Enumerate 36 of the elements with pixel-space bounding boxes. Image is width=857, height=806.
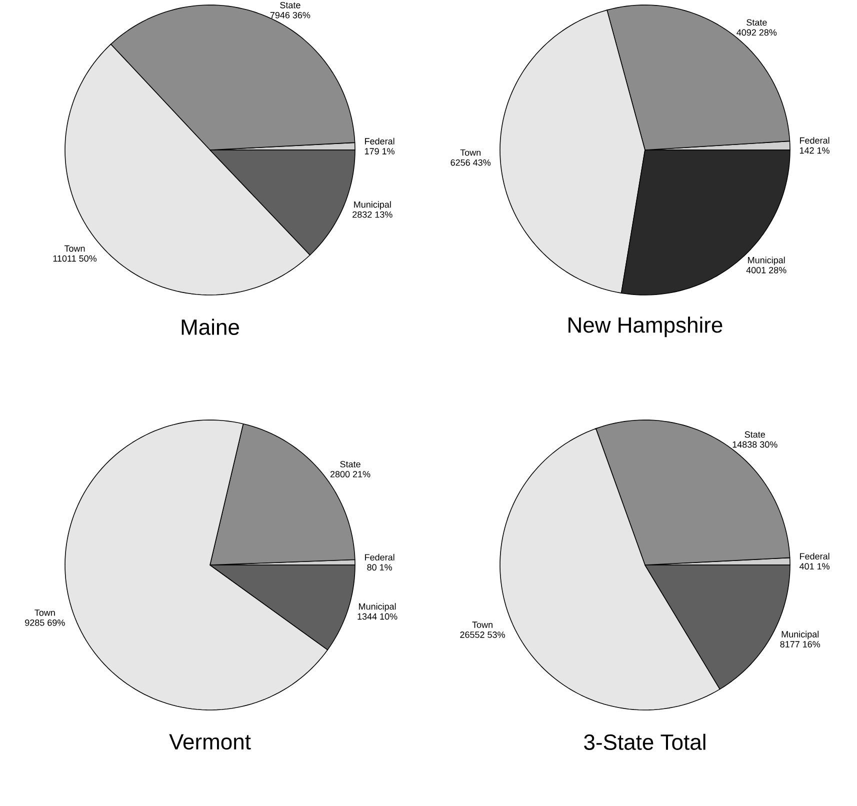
slice-label: Federal bbox=[365, 138, 394, 144]
slice-label: Town bbox=[460, 149, 481, 156]
slice-label: Town bbox=[34, 610, 55, 616]
data-label: 26552 53% bbox=[460, 632, 505, 638]
slice-label: Federal bbox=[800, 552, 830, 560]
data-label: 6256 43% bbox=[450, 159, 491, 166]
data-label: 4001 28% bbox=[746, 266, 786, 274]
slice-label: State bbox=[280, 2, 300, 8]
data-label: 2832 13% bbox=[352, 211, 392, 218]
slice-label: Town bbox=[472, 622, 492, 628]
slice-label: Municipal bbox=[354, 201, 391, 210]
text: Maine bbox=[182, 318, 239, 335]
slice-label: Municipal bbox=[782, 630, 819, 640]
slice-label: State bbox=[340, 461, 360, 468]
data-label: 8177 16% bbox=[780, 641, 820, 648]
data-label: 401 1% bbox=[799, 563, 830, 570]
text: Vermont bbox=[169, 734, 251, 750]
slice-label: Municipal bbox=[359, 603, 396, 612]
data-label: 14838 30% bbox=[732, 441, 778, 448]
data-label: 142 1% bbox=[800, 147, 830, 154]
slice-label: State bbox=[744, 431, 765, 438]
data-label: 2800 21% bbox=[330, 471, 370, 478]
data-label: 4092 28% bbox=[736, 29, 777, 36]
slice-label: State bbox=[746, 19, 767, 26]
text: New Hampshire bbox=[568, 316, 722, 338]
data-label: 1344 10% bbox=[358, 613, 398, 620]
text: 3-State Total bbox=[584, 734, 706, 750]
slice-label: Federal bbox=[365, 554, 394, 561]
data-label: 9285 69% bbox=[25, 619, 65, 626]
slice-label: Federal bbox=[800, 137, 830, 144]
data-label: 80 1% bbox=[367, 564, 392, 571]
data-label: 7946 36% bbox=[270, 12, 310, 18]
slice-label: Town bbox=[64, 245, 85, 252]
data-label: 179 1% bbox=[364, 148, 394, 154]
slice-label: Municipal bbox=[748, 256, 785, 266]
data-label: 11011 50% bbox=[53, 255, 97, 262]
